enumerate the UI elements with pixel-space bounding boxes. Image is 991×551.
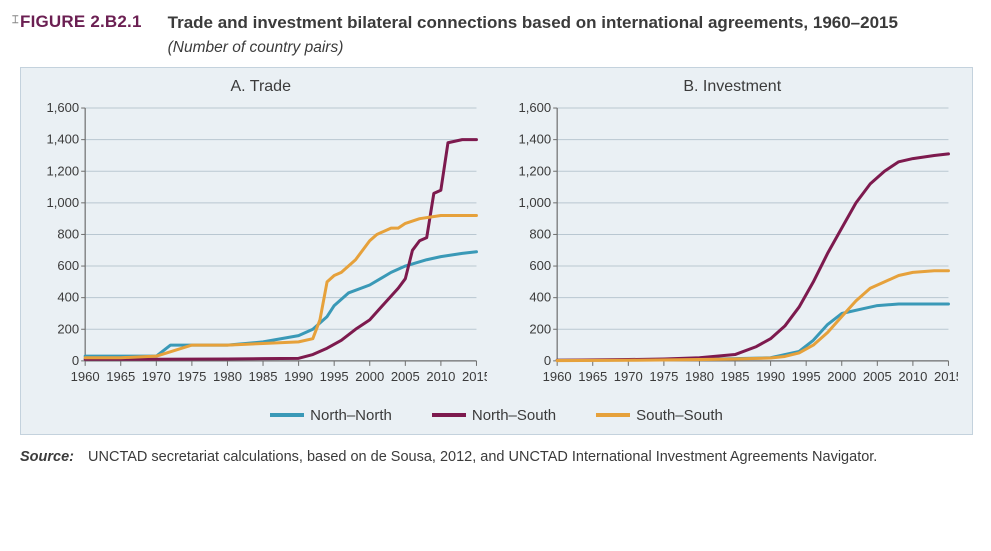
- y-tick-label: 1,000: [47, 195, 80, 210]
- y-tick-label: 200: [529, 321, 551, 336]
- x-tick-label: 2000: [827, 369, 856, 384]
- x-tick-label: 2010: [898, 369, 927, 384]
- x-tick-label: 1970: [613, 369, 642, 384]
- legend-swatch-south_south: [596, 413, 630, 417]
- chart-panel: A. Trade 0 200 400 600 800 1,000 1,200 1,400 1,60…: [20, 67, 973, 435]
- figure-title: Trade and investment bilateral connectio…: [168, 12, 973, 35]
- x-tick-label: 2005: [862, 369, 891, 384]
- x-tick-label: 1965: [578, 369, 607, 384]
- chart-investment: 0 200 400 600 800 1,000 1,200 1,400 1,600 1960 196…: [507, 100, 959, 401]
- series-south_south: [85, 215, 476, 357]
- y-tick-label: 1,200: [518, 163, 551, 178]
- y-tick-label: 0: [543, 353, 550, 368]
- x-tick-label: 2005: [391, 369, 420, 384]
- x-tick-label: 1975: [177, 369, 206, 384]
- legend: North–North North–South South–South: [35, 407, 958, 424]
- x-tick-label: 1985: [720, 369, 749, 384]
- chart-title-investment: B. Investment: [683, 78, 781, 96]
- figure-subtitle: (Number of country pairs): [168, 39, 973, 57]
- x-tick-label: 2010: [426, 369, 455, 384]
- figure-label-text: FIGURE 2.B2.1: [20, 12, 142, 31]
- x-tick-label: 1995: [320, 369, 349, 384]
- text-cursor-icon: ⌶: [12, 14, 19, 27]
- x-tick-label: 2015: [933, 369, 958, 384]
- y-tick-label: 800: [529, 226, 551, 241]
- legend-item-south_south: South–South: [596, 407, 723, 424]
- chart-column-investment: B. Investment 0 200 400 600 800 1,000 1,200 1,40…: [507, 78, 959, 401]
- y-tick-label: 1,600: [47, 100, 80, 115]
- x-tick-label: 1980: [684, 369, 713, 384]
- x-tick-label: 1960: [71, 369, 100, 384]
- legend-label-south_south: South–South: [636, 407, 723, 424]
- y-tick-label: 1,200: [47, 163, 80, 178]
- x-tick-label: 2015: [462, 369, 487, 384]
- chart-trade: 0 200 400 600 800 1,000 1,200 1,400 1,600 1960 196…: [35, 100, 487, 401]
- x-tick-label: 1995: [791, 369, 820, 384]
- source-line: Source: UNCTAD secretariat calculations,…: [20, 449, 973, 465]
- legend-swatch-north_south: [432, 413, 466, 417]
- source-text: UNCTAD secretariat calculations, based o…: [88, 449, 877, 465]
- y-tick-label: 600: [57, 258, 79, 273]
- y-tick-label: 600: [529, 258, 551, 273]
- y-tick-label: 1,000: [518, 195, 551, 210]
- y-tick-label: 0: [72, 353, 79, 368]
- legend-swatch-north_north: [270, 413, 304, 417]
- y-tick-label: 800: [57, 226, 79, 241]
- y-tick-label: 1,600: [518, 100, 551, 115]
- charts-row: A. Trade 0 200 400 600 800 1,000 1,200 1,400 1,60…: [35, 78, 958, 401]
- y-tick-label: 400: [529, 290, 551, 305]
- x-tick-label: 2000: [355, 369, 384, 384]
- legend-label-north_south: North–South: [472, 407, 556, 424]
- x-tick-label: 1965: [106, 369, 135, 384]
- x-tick-label: 1980: [213, 369, 242, 384]
- series-north_north: [85, 252, 476, 356]
- x-tick-label: 1990: [756, 369, 785, 384]
- chart-title-trade: A. Trade: [231, 78, 291, 96]
- y-tick-label: 400: [57, 290, 79, 305]
- source-label: Source:: [20, 449, 74, 465]
- x-tick-label: 1975: [649, 369, 678, 384]
- figure-title-block: Trade and investment bilateral connectio…: [168, 12, 973, 57]
- y-tick-label: 200: [57, 321, 79, 336]
- legend-item-north_south: North–South: [432, 407, 556, 424]
- x-tick-label: 1985: [249, 369, 278, 384]
- figure-label: ⌶ FIGURE 2.B2.1: [20, 12, 142, 32]
- y-tick-label: 1,400: [47, 132, 80, 147]
- y-tick-label: 1,400: [518, 132, 551, 147]
- chart-column-trade: A. Trade 0 200 400 600 800 1,000 1,200 1,400 1,60…: [35, 78, 487, 401]
- series-north_south: [85, 140, 476, 360]
- legend-item-north_north: North–North: [270, 407, 392, 424]
- figure-container: ⌶ FIGURE 2.B2.1 Trade and investment bil…: [0, 0, 991, 475]
- x-tick-label: 1960: [542, 369, 571, 384]
- legend-label-north_north: North–North: [310, 407, 392, 424]
- x-tick-label: 1970: [142, 369, 171, 384]
- series-north_north: [557, 304, 948, 360]
- x-tick-label: 1990: [284, 369, 313, 384]
- figure-header: ⌶ FIGURE 2.B2.1 Trade and investment bil…: [20, 12, 973, 57]
